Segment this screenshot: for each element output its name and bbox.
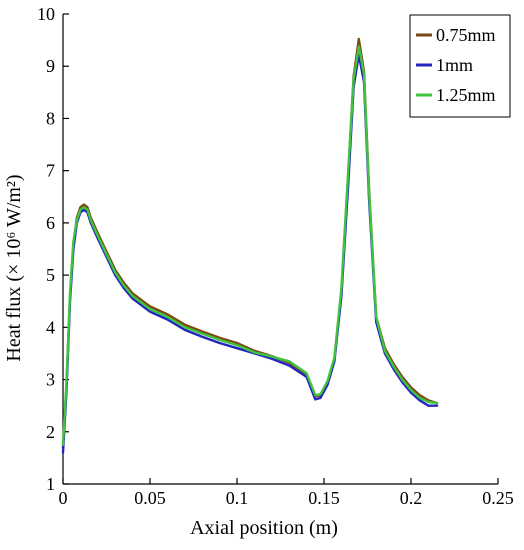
series-group (61, 37, 439, 454)
axes-group: 1 2 3 4 5 6 7 8 9 10 0 0.05 0.1 0.15 0.2 0.25 (37, 4, 514, 508)
y-tick-label: 2 (46, 422, 55, 442)
legend: 0.75mm 1mm 1.25mm (409, 14, 511, 118)
x-tick-label: 0.1 (226, 488, 249, 508)
series-line-1mm (61, 53, 439, 454)
x-tick-label: 0.25 (482, 488, 514, 508)
y-tick-label: 3 (46, 370, 55, 390)
legend-label: 1.25mm (436, 85, 496, 105)
x-tick-label: 0 (59, 488, 68, 508)
y-tick-label: 4 (46, 317, 55, 337)
x-axis-title: Axial position (m) (190, 517, 338, 539)
legend-label: 1mm (436, 55, 473, 75)
y-tick-label: 7 (46, 161, 55, 181)
y-tick-label: 9 (46, 56, 55, 76)
x-tick-label: 0.05 (134, 488, 166, 508)
y-tick-label: 1 (46, 474, 55, 494)
y-tick-label: 10 (37, 4, 55, 24)
x-tick-label: 0.2 (400, 488, 423, 508)
series-line-0-75mm (61, 37, 439, 449)
y-axis-title: Heat flux (× 10⁶ W/m²) (3, 174, 25, 361)
series-line-1-25mm (61, 45, 439, 446)
x-tick-label: 0.15 (308, 488, 340, 508)
y-tick-label: 6 (46, 213, 55, 233)
legend-label: 0.75mm (436, 25, 496, 45)
y-tick-label: 5 (46, 265, 55, 285)
y-tick-label: 8 (46, 108, 55, 128)
